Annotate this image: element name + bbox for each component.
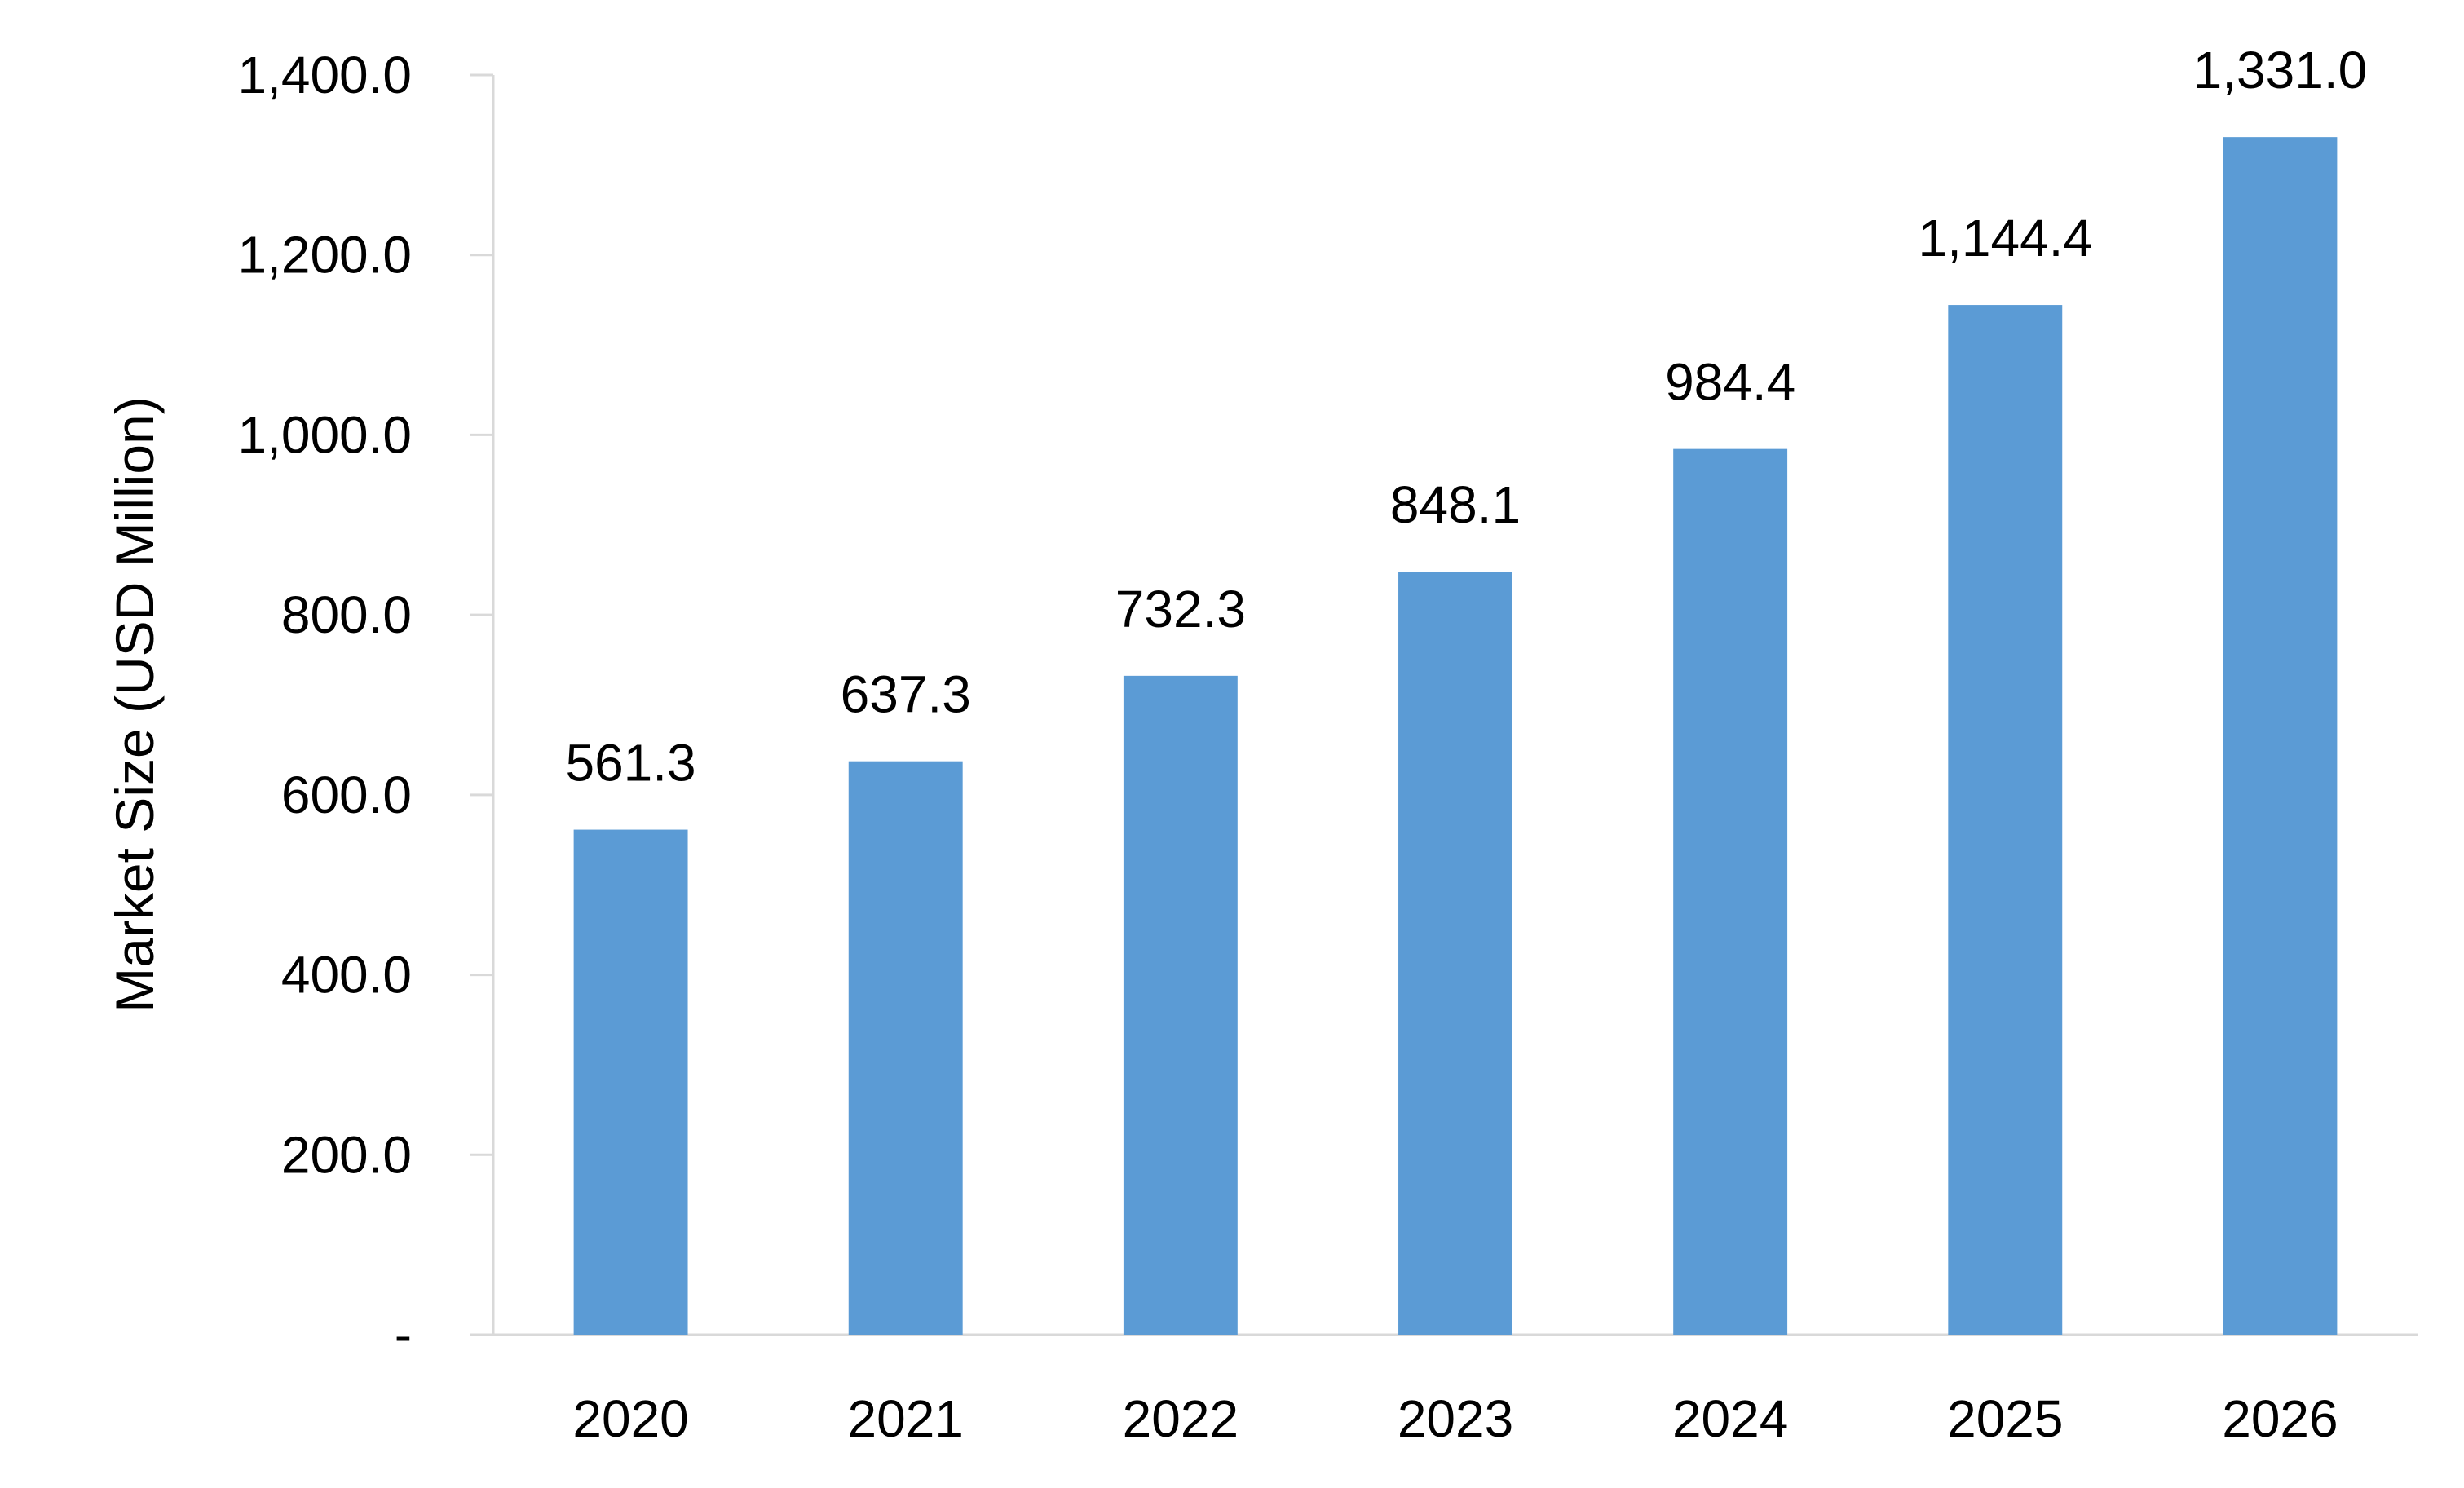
- bar-2024: [1673, 448, 1788, 1335]
- x-axis-ticks: 2020 2021 2022 2023 2024 2025 2026: [572, 1389, 2338, 1448]
- x-tick-label-2023: 2023: [1398, 1389, 1513, 1448]
- y-tick-label: 600.0: [281, 766, 412, 824]
- data-label-2025: 1,144.4: [1919, 209, 2093, 267]
- data-label-2024: 984.4: [1665, 353, 1795, 412]
- data-label-2026: 1,331.0: [2193, 41, 2368, 99]
- y-tick-label: -: [395, 1305, 412, 1364]
- x-tick-label-2025: 2025: [1947, 1389, 2063, 1448]
- x-tick-label-2020: 2020: [572, 1389, 688, 1448]
- bar-2026: [2223, 137, 2338, 1335]
- x-tick-label-2021: 2021: [848, 1389, 964, 1448]
- y-axis-title: Market Size (USD Million): [104, 396, 165, 1012]
- y-axis-title-group: Market Size (USD Million): [104, 396, 165, 1012]
- y-tick-label: 1,400.0: [237, 46, 412, 104]
- data-label-2022: 732.3: [1115, 580, 1246, 638]
- bar-2023: [1398, 572, 1512, 1335]
- bar-2025: [1948, 305, 2063, 1335]
- y-tick-label: 400.0: [281, 946, 412, 1005]
- bar-2020: [573, 829, 688, 1335]
- y-axis-ticks: - 200.0 400.0 600.0 800.0 1,000.0 1,200.0 1,400…: [237, 46, 493, 1364]
- data-label-2020: 561.3: [565, 734, 695, 793]
- y-tick-label: 800.0: [281, 585, 412, 644]
- bar-2021: [848, 761, 963, 1335]
- data-label-2021: 637.3: [841, 665, 971, 724]
- y-tick-label: 1,200.0: [237, 226, 412, 285]
- bars: [573, 137, 2338, 1335]
- bar-2022: [1123, 675, 1238, 1335]
- data-label-2023: 848.1: [1390, 475, 1521, 534]
- y-tick-label: 1,000.0: [237, 405, 412, 464]
- data-labels: 561.3 637.3 732.3 848.1 984.4 1,144.4 1,331.0: [565, 41, 2367, 792]
- x-tick-label-2024: 2024: [1672, 1389, 1788, 1448]
- x-tick-label-2022: 2022: [1123, 1389, 1239, 1448]
- y-tick-label: 200.0: [281, 1125, 412, 1184]
- x-tick-label-2026: 2026: [2222, 1389, 2338, 1448]
